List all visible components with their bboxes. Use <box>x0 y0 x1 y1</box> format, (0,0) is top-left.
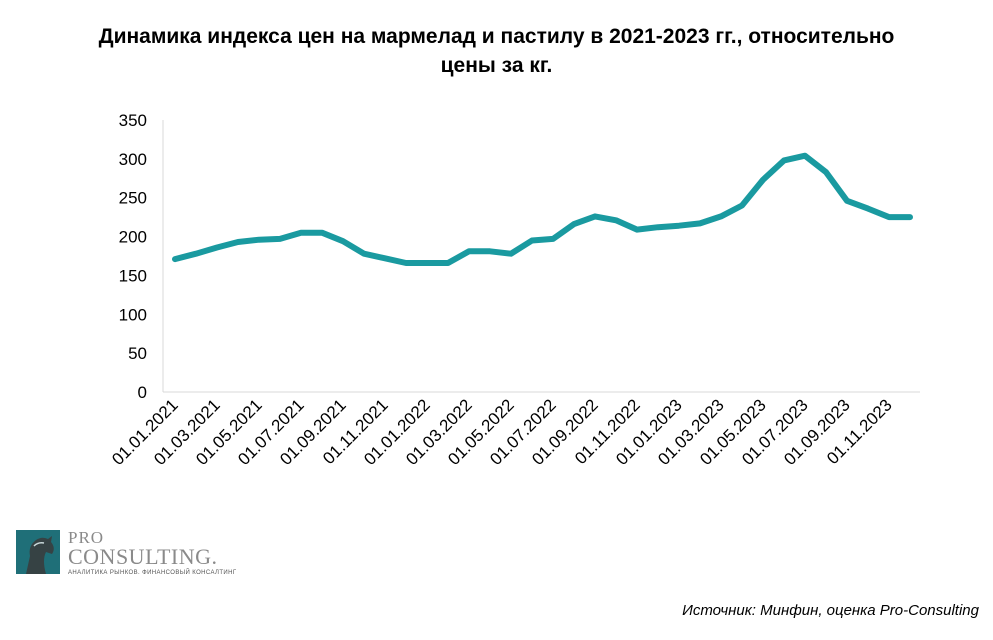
chart-axes <box>162 120 920 393</box>
y-tick-label: 100 <box>119 305 147 324</box>
logo-pro-text: PRO <box>68 528 105 547</box>
y-axis-ticks: 0 50 100 150 200 250 300 350 <box>119 111 147 402</box>
logo-horse-icon <box>16 530 60 574</box>
source-note: Источник: Минфин, оценка Pro-Consulting <box>682 602 979 619</box>
y-tick-label: 0 <box>138 383 147 402</box>
chart-title: Динамика индекса цен на мармелад и пасти… <box>0 22 993 80</box>
chart-title-line-2: цены за кг. <box>440 54 553 77</box>
x-axis-ticks: 01.01.202101.03.202101.05.202101.07.2021… <box>108 395 896 469</box>
y-tick-label: 150 <box>119 266 147 285</box>
line-chart: 0 50 100 150 200 250 300 350 01.01.202101.03.20… <box>108 111 920 469</box>
y-tick-label: 50 <box>128 344 147 363</box>
logo-consulting-text: CONSULTING. <box>68 544 218 569</box>
y-tick-label: 250 <box>119 189 147 208</box>
y-tick-label: 350 <box>119 111 147 130</box>
chart-series <box>172 152 913 266</box>
y-tick-label: 300 <box>119 150 147 169</box>
y-tick-label: 200 <box>119 228 147 247</box>
logo-tagline: АНАЛИТИКА РЫНКОВ. ФИНАНСОВЫЙ КОНСАЛТИНГ <box>68 570 237 576</box>
chart-title-line-1: Динамика индекса цен на мармелад и пасти… <box>98 25 895 48</box>
pro-consulting-logo: PRO CONSULTING. АНАЛИТИКА РЫНКОВ. ФИНАНС… <box>16 528 236 578</box>
series-line <box>172 152 913 266</box>
